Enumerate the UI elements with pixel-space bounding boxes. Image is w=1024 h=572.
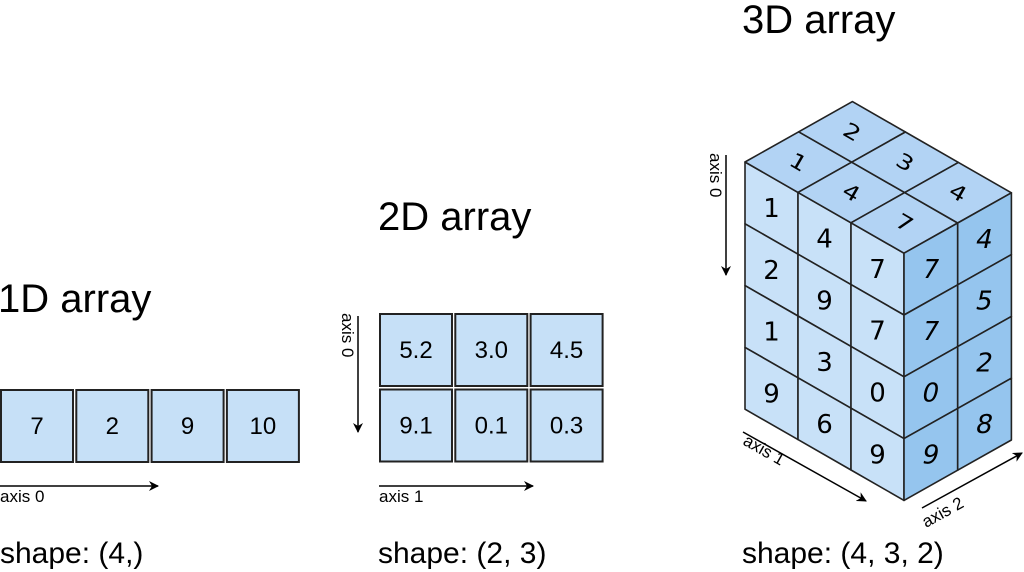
two-d-axis1-label: axis 1	[379, 487, 423, 506]
cell-value: 8	[973, 410, 996, 440]
cell-box	[0, 389, 74, 463]
cell-value: 3	[816, 348, 833, 378]
cell-value: 1	[763, 318, 780, 348]
array-cell: 3.0	[454, 313, 529, 387]
axis-2-arrow	[921, 452, 1023, 509]
two-d-axis0-label: axis 0	[338, 313, 357, 357]
cell-value: 0	[869, 379, 886, 409]
cell-value: 4	[973, 225, 996, 255]
two-d-cells: 5.2 3.0 4.5 9.1 0.1 0.3	[379, 313, 604, 463]
two-d-title: 2D array	[378, 195, 531, 239]
three-d-shape: shape: (4, 3, 2)	[742, 537, 944, 570]
cell-value: 7	[30, 413, 43, 440]
cell-box	[454, 313, 529, 387]
two-d-shape: shape: (2, 3)	[378, 537, 546, 570]
array-cell: 2	[75, 389, 150, 463]
three-d-axis1-label: axis 1	[740, 431, 788, 469]
cell-value: 1	[763, 194, 780, 224]
right-cell: 8	[956, 377, 1013, 472]
cell-value: 0.3	[550, 413, 583, 440]
cell-box	[225, 389, 300, 463]
cell-value: 6	[816, 410, 833, 440]
cell-value: 5.2	[399, 337, 432, 364]
cell-box	[150, 389, 225, 463]
cell-value: 9	[869, 440, 886, 470]
cell-value: 10	[250, 413, 277, 440]
array-cell: 0.1	[454, 388, 529, 463]
array-cell: 4.5	[529, 313, 604, 387]
one-d-array: 1D array 7 2 9 10 axis 0 shape: (4,)	[0, 277, 300, 570]
cell-value: 7	[919, 317, 942, 347]
array-cell: 5.2	[379, 313, 453, 387]
cell-value: 9.1	[399, 413, 432, 440]
cell-value: 0	[919, 379, 942, 409]
cell-value: 2	[763, 256, 780, 286]
one-d-axis0-label: axis 0	[0, 487, 44, 506]
cell-box	[529, 388, 604, 463]
array-cell: 7	[0, 389, 74, 463]
cell-value: 9	[816, 286, 833, 316]
array-cell: 0.3	[529, 388, 604, 463]
one-d-shape: shape: (4,)	[0, 537, 143, 570]
cell-value: 7	[919, 255, 942, 285]
three-d-title: 3D array	[742, 0, 895, 42]
cell-value: 4.5	[550, 337, 583, 364]
three-d-axis2-label: axis 2	[919, 493, 967, 531]
cell-face	[956, 377, 1013, 472]
one-d-title: 1D array	[0, 277, 151, 321]
cell-value: 3.0	[475, 337, 508, 364]
array-cell: 9	[150, 389, 225, 463]
three-d-axis0-label: axis 0	[706, 153, 725, 197]
cell-value: 5	[973, 287, 996, 317]
cell-value: 7	[869, 317, 886, 347]
array-cell: 10	[225, 389, 300, 463]
cell-value: 7	[869, 255, 886, 285]
cell-value: 9	[181, 413, 194, 440]
cell-value: 0.1	[475, 413, 508, 440]
two-d-array: 2D array 5.2 3.0 4.5 9.1 0.1 0.3 axis 0 axis …	[338, 195, 604, 570]
one-d-cells: 7 2 9 10	[0, 389, 300, 463]
cell-box	[379, 313, 453, 387]
array-cell: 9.1	[379, 388, 453, 463]
cell-value: 2	[973, 349, 996, 379]
axis-1-arrow	[742, 431, 867, 502]
top-cell: 2	[797, 100, 907, 163]
cell-value: 4	[816, 225, 833, 255]
cell-box	[529, 313, 604, 387]
cell-box	[75, 389, 150, 463]
cell-value: 9	[763, 380, 780, 410]
cell-box	[379, 388, 453, 463]
cell-value: 2	[106, 413, 119, 440]
cell-box	[454, 388, 529, 463]
cell-value: 9	[919, 441, 942, 471]
